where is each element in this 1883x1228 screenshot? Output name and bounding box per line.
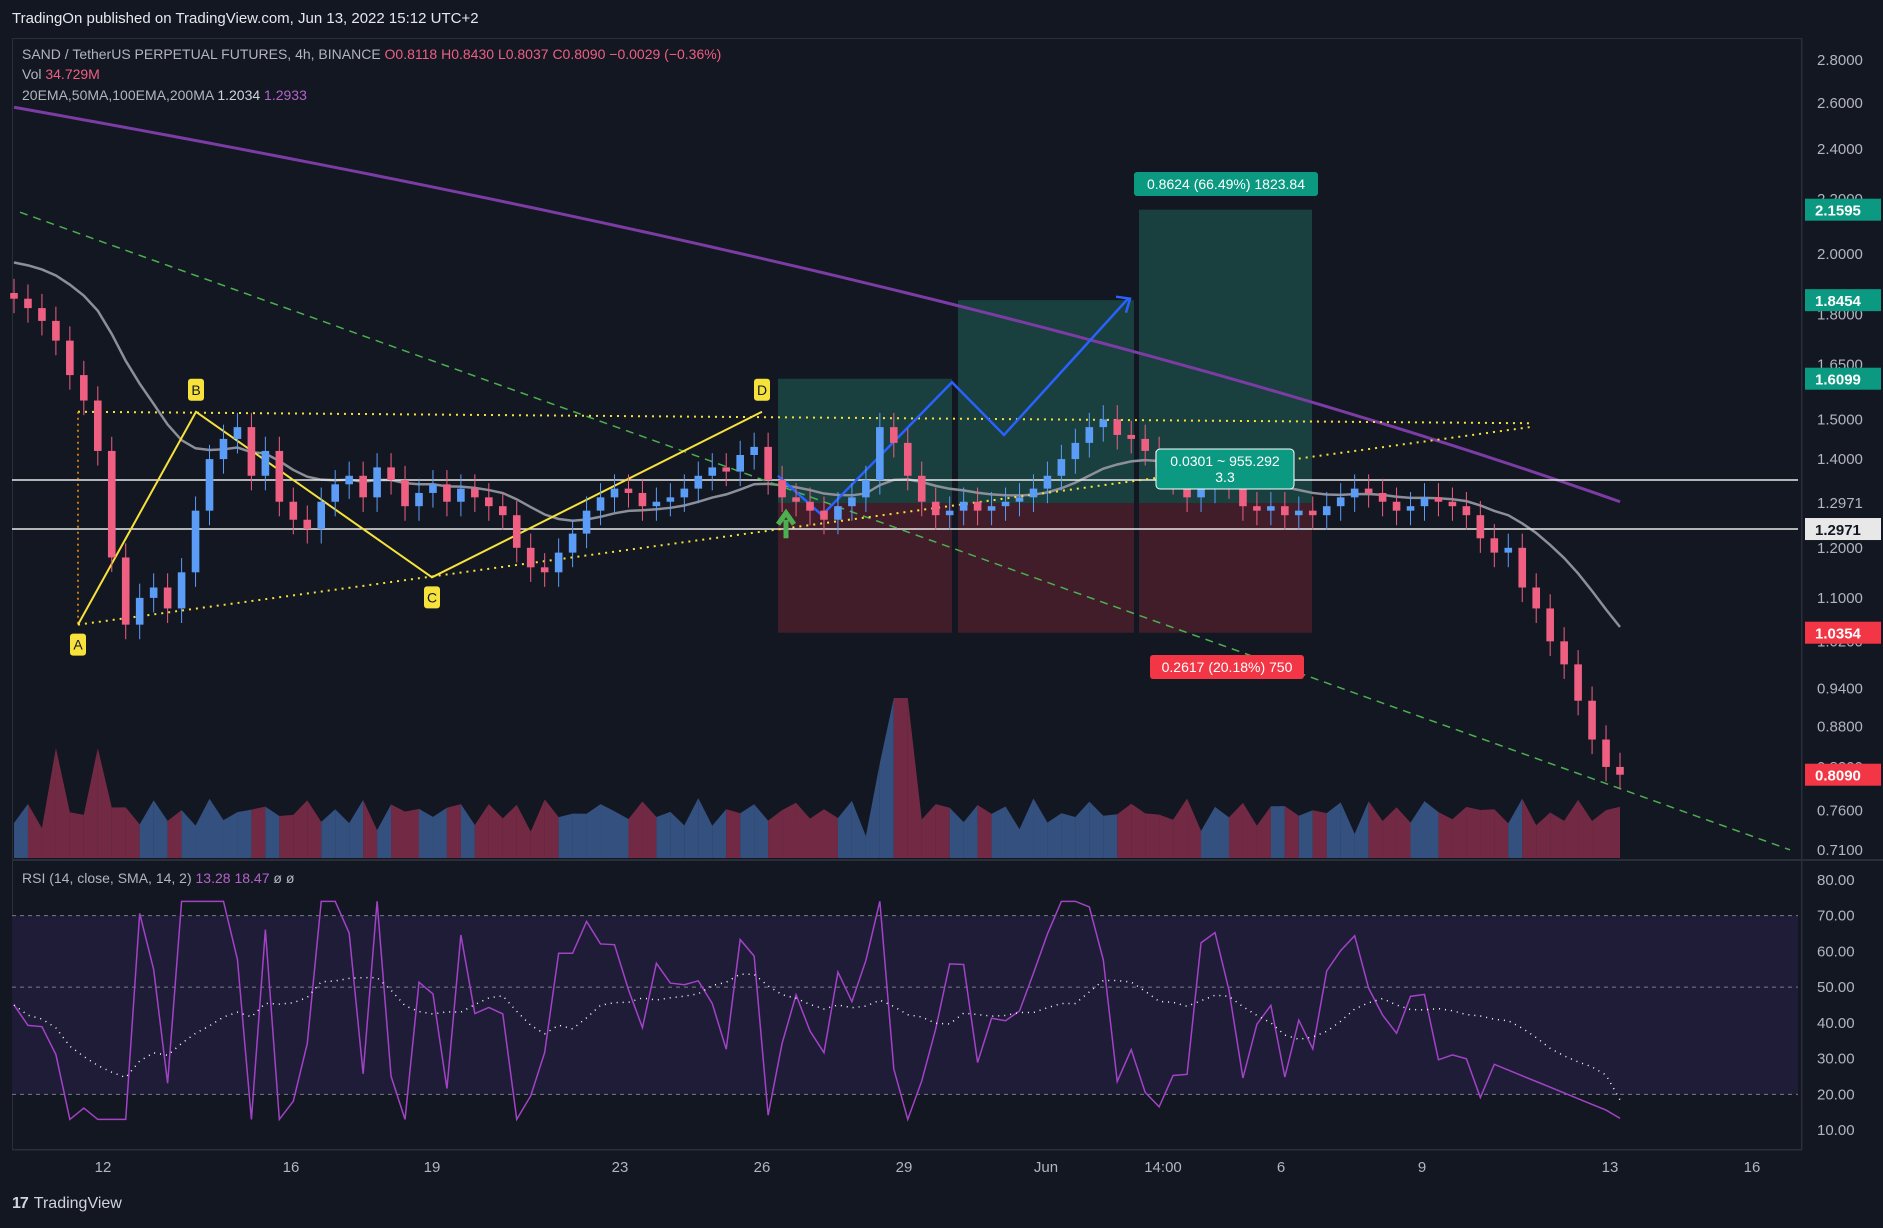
rsi-tick: 50.00 <box>1817 979 1855 996</box>
price-tick: 0.9400 <box>1817 680 1863 697</box>
rsi-value-3: ø <box>273 870 282 886</box>
price-tick: 1.4000 <box>1817 451 1863 468</box>
price-tag <box>1805 367 1881 390</box>
volume-label: Vol <box>22 66 42 82</box>
price-tag-label: 0.8090 <box>1815 768 1861 785</box>
rsi-tick: 20.00 <box>1817 1086 1855 1103</box>
price-tag <box>1805 198 1881 221</box>
price-tick: 2.6000 <box>1817 95 1863 112</box>
chart-frame <box>12 38 1802 1150</box>
price-axis: 2.8000 2.6000 2.4000 2.2000 2.0000 1.8000 1.65… <box>1805 52 1881 1139</box>
time-tick: 16 <box>1744 1159 1761 1176</box>
publish-info: TradingOn published on TradingView.com, … <box>12 10 479 27</box>
low-value: L0.8037 <box>497 46 549 62</box>
rsi-value-2: 18.47 <box>234 870 270 886</box>
price-tick: 1.8000 <box>1817 306 1863 323</box>
time-tick: 6 <box>1277 1159 1285 1176</box>
symbol-legend[interactable]: SAND / TetherUS PERPETUAL FUTURES, 4h, B… <box>22 46 721 62</box>
time-tick: 13 <box>1602 1159 1619 1176</box>
rsi-tick: 80.00 <box>1817 872 1855 889</box>
price-tag-label: 1.8454 <box>1815 293 1862 310</box>
time-tick: Jun <box>1034 1159 1058 1176</box>
time-tick: 12 <box>95 1159 112 1176</box>
ma-value-2: 1.2933 <box>264 87 307 103</box>
symbol-name: SAND / TetherUS PERPETUAL FUTURES, 4h, B… <box>22 46 381 62</box>
price-tick: 1.2000 <box>1817 540 1863 557</box>
time-tick: 26 <box>754 1159 771 1176</box>
volume-value: 34.729M <box>45 66 100 82</box>
price-tick: 1.6500 <box>1817 357 1863 374</box>
price-tick: 0.7600 <box>1817 803 1863 820</box>
footer-brand: TradingView <box>33 1195 122 1212</box>
ma-value-1: 1.2034 <box>217 87 261 103</box>
time-tick: 29 <box>896 1159 913 1176</box>
price-tick: 0.8800 <box>1817 718 1863 735</box>
ma-label: 20EMA,50MA,100EMA,200MA <box>22 87 214 103</box>
price-tick: 0.8200 <box>1817 759 1863 776</box>
open-value: O0.8118 <box>384 46 438 62</box>
price-tag-label: 1.6099 <box>1815 372 1861 389</box>
time-tick: 16 <box>283 1159 300 1176</box>
price-tag-label: 2.1595 <box>1815 203 1861 220</box>
rsi-tick: 70.00 <box>1817 908 1855 925</box>
price-tag <box>1805 763 1881 786</box>
high-value: H0.8430 <box>441 46 495 62</box>
rsi-tick: 10.00 <box>1817 1122 1855 1139</box>
price-tick: 0.7100 <box>1817 842 1863 859</box>
close-value: C0.8090 <box>552 46 606 62</box>
price-tick: 2.4000 <box>1817 141 1863 158</box>
rsi-label: RSI (14, close, SMA, 14, 2) <box>22 870 192 886</box>
time-tick: 23 <box>612 1159 629 1176</box>
time-tick: 14:00 <box>1144 1159 1182 1176</box>
rsi-value-4: ø <box>285 870 295 886</box>
rsi-value-1: 13.28 <box>195 870 231 886</box>
price-tag <box>1805 621 1881 644</box>
footer: 17 TradingView <box>12 1195 122 1213</box>
price-tick: 1.5000 <box>1817 411 1863 428</box>
price-tag-label: 1.0354 <box>1815 626 1862 643</box>
price-tick: 2.0000 <box>1817 246 1863 263</box>
rsi-legend[interactable]: RSI (14, close, SMA, 14, 2) 13.28 18.47 … <box>22 870 294 886</box>
rsi-tick: 40.00 <box>1817 1015 1855 1032</box>
time-axis: 12 16 19 23 26 29 Jun 14:00 6 9 13 16 <box>95 1159 1761 1176</box>
rsi-tick: 30.00 <box>1817 1051 1855 1068</box>
top-bar: TradingOn published on TradingView.com, … <box>0 0 1883 38</box>
price-tick: 1.0200 <box>1817 633 1863 650</box>
price-tick: 1.2971 <box>1817 495 1863 512</box>
tradingview-logo-icon: 17 <box>12 1195 29 1212</box>
rsi-tick: 60.00 <box>1817 943 1855 960</box>
price-tag <box>1805 289 1881 312</box>
ma-legend[interactable]: 20EMA,50MA,100EMA,200MA 1.2034 1.2933 <box>22 87 307 103</box>
price-tag-label: 1.2971 <box>1815 522 1861 539</box>
price-tag <box>1805 518 1881 541</box>
price-tick: 2.2000 <box>1817 191 1863 208</box>
price-tick: 2.8000 <box>1817 52 1863 69</box>
volume-legend[interactable]: Vol 34.729M <box>22 66 100 82</box>
time-tick: 19 <box>424 1159 441 1176</box>
price-tick: 1.1000 <box>1817 590 1863 607</box>
change-value: −0.0029 (−0.36%) <box>609 46 722 62</box>
time-tick: 9 <box>1418 1159 1426 1176</box>
